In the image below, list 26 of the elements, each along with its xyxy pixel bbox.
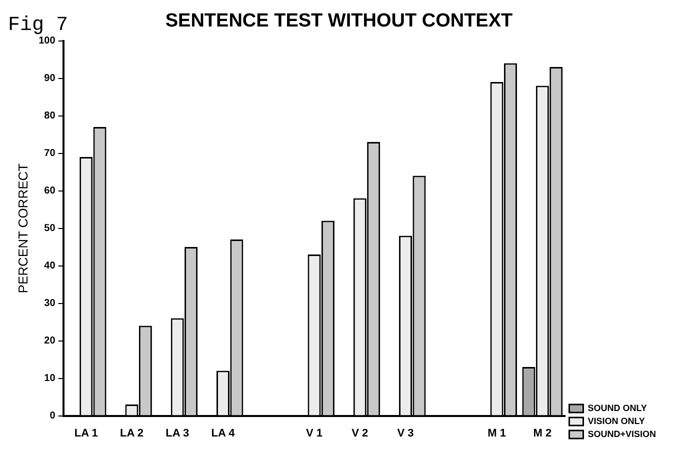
x-tick-label: V 1 (306, 427, 323, 440)
y-tick-label: 40 (44, 260, 56, 272)
x-tick-label: M 2 (533, 427, 552, 440)
y-tick-label: 50 (44, 223, 56, 234)
y-tick-label: 70 (44, 148, 56, 160)
y-tick-label: 80 (44, 110, 56, 122)
y-tick-label: 0 (50, 410, 56, 422)
y-tick-label: 90 (44, 73, 56, 84)
caption: Fig 7 (8, 14, 68, 37)
y-tick-label: 100 (38, 36, 56, 47)
x-tick-label: LA 3 (166, 427, 190, 440)
y-tick-label: 60 (44, 186, 56, 197)
x-tick-label: LA 4 (211, 427, 236, 440)
x-tick-label: V 2 (352, 427, 368, 440)
y-tick-label: 20 (44, 336, 56, 347)
x-tick-label: LA 2 (120, 427, 144, 440)
legend-label: SOUND+VISION (588, 428, 656, 439)
chart-title: SENTENCE TEST WITHOUT CONTEXT (165, 10, 514, 32)
y-tick-label: 10 (44, 373, 56, 384)
x-tick-label: V 3 (397, 427, 414, 440)
legend-label: SOUND ONLY (588, 402, 647, 413)
x-tick-label: LA 1 (74, 427, 98, 440)
x-tick-label: M 1 (488, 427, 506, 440)
y-tick-label: 30 (44, 298, 56, 310)
y-axis-title: PERCENT CORRECT (15, 163, 30, 294)
legend-label: VISION ONLY (588, 416, 645, 426)
